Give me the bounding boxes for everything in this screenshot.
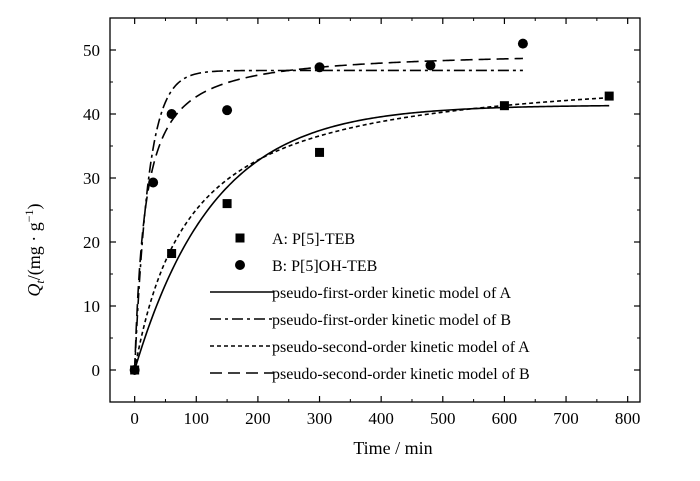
y-axis-title-subscript: t	[33, 280, 47, 284]
y-tick-label: 20	[83, 233, 100, 252]
data-point	[148, 177, 159, 188]
legend-label: pseudo-second-order kinetic model of A	[272, 339, 530, 356]
legend-entry: pseudo-second-order kinetic model of B	[210, 366, 530, 383]
model-curve	[133, 69, 523, 371]
y-tick-label: 30	[83, 169, 100, 188]
legend-label: pseudo-first-order kinetic model of A	[272, 285, 511, 302]
legend-label: A: P[5]-TEB	[272, 231, 355, 248]
model-curve	[133, 96, 610, 371]
legend-entry: pseudo-first-order kinetic model of A	[210, 285, 511, 302]
y-axis-title-symbol: Q	[24, 284, 44, 297]
data-point	[167, 249, 177, 259]
legend-entry: A: P[5]-TEB	[235, 231, 355, 248]
legend-label: pseudo-first-order kinetic model of B	[272, 312, 511, 329]
axis-ticks	[110, 18, 640, 402]
data-point	[222, 105, 233, 116]
data-point	[166, 109, 177, 119]
y-tick-label: 0	[92, 361, 101, 380]
y-axis-title-superscript: −1	[22, 209, 36, 222]
data-point	[425, 60, 436, 71]
legend-label: pseudo-second-order kinetic model of B	[272, 366, 530, 383]
legend-label: B: P[5]OH-TEB	[272, 258, 377, 275]
x-tick-label: 600	[492, 409, 518, 428]
y-tick-label: 40	[83, 105, 100, 124]
data-point	[604, 91, 614, 101]
legend-marker	[235, 260, 245, 270]
data-markers	[129, 38, 614, 375]
tick-labels: 0 100 200 300 400 500 600 700 800 0 10 20 30 40 50	[83, 41, 640, 428]
model-curves	[133, 57, 610, 371]
x-tick-label: 500	[430, 409, 456, 428]
legend-entry: pseudo-first-order kinetic model of B	[210, 312, 511, 329]
model-curve	[133, 104, 610, 371]
data-point	[129, 365, 140, 375]
data-point	[222, 199, 232, 209]
x-tick-label: 800	[615, 409, 641, 428]
data-point	[315, 147, 325, 157]
x-tick-label: 100	[184, 409, 210, 428]
x-tick-label: 400	[368, 409, 394, 428]
x-axis-title: Time / min	[353, 438, 432, 458]
y-tick-label: 50	[83, 41, 100, 60]
svg-text:Qt/(mg · g−1): Qt/(mg · g−1)	[22, 203, 47, 296]
x-tick-label: 200	[245, 409, 271, 428]
legend: A: P[5]-TEB B: P[5]OH-TEB pseudo-first-ord…	[210, 231, 530, 383]
y-axis-title: Qt/(mg · g−1)	[22, 203, 47, 296]
data-point	[499, 101, 509, 111]
data-point	[517, 38, 528, 49]
legend-marker	[235, 233, 245, 243]
y-tick-label: 10	[83, 297, 100, 316]
y-axis-title-unit-close: )	[24, 203, 45, 209]
legend-entry: pseudo-second-order kinetic model of A	[210, 339, 530, 356]
x-tick-label: 0	[130, 409, 139, 428]
data-point	[314, 62, 325, 73]
x-tick-label: 700	[553, 409, 579, 428]
y-axis-title-unit: /(mg · g	[24, 222, 45, 280]
legend-entry: B: P[5]OH-TEB	[235, 258, 377, 275]
x-tick-label: 300	[307, 409, 333, 428]
model-curve	[133, 57, 523, 371]
